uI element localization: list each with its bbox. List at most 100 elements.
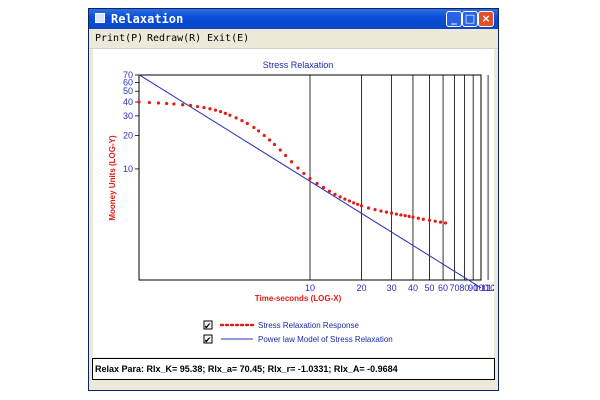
menu-redraw[interactable]: Redraw(R) — [147, 33, 202, 44]
stress-response-point — [181, 103, 185, 107]
x-axis-label: Time-seconds (LOG-X) — [255, 294, 342, 303]
stress-response-point — [321, 185, 326, 190]
legend-checkbox-response[interactable] — [203, 320, 213, 330]
stress-response-point — [245, 121, 249, 126]
stress-response-point — [240, 119, 244, 123]
stress-response-point — [218, 109, 223, 114]
x-tick-label: 70 — [450, 283, 460, 293]
menu-bar: Print(P) Redraw(R) Exit(E) — [89, 30, 498, 49]
series-layer — [137, 74, 482, 289]
x-tick-label: 40 — [408, 283, 418, 293]
x-tick-label: 60 — [438, 283, 448, 293]
stress-response-point — [137, 100, 141, 104]
parameters-status-bar: Relax Para: Rlx_K= 95.38; Rlx_a= 70.45; … — [92, 358, 495, 380]
stress-response-point — [278, 148, 282, 152]
stress-response-point — [338, 195, 342, 199]
stress-response-point — [223, 111, 227, 115]
window-title: Relaxation — [111, 12, 184, 26]
stress-response-point — [333, 192, 337, 196]
y-tick-label: 20 — [123, 130, 133, 140]
x-tick-label: 110 — [481, 283, 494, 293]
stress-response-point — [202, 106, 206, 110]
stress-response-point — [302, 171, 306, 176]
stress-response-point — [356, 202, 360, 206]
chart-panel: 70 60 50 40 30 20 10 10 20 30 40 50 60 70 80 90 100 110 1… — [93, 49, 532, 357]
stress-response-point — [443, 221, 448, 225]
legend-label-model: Power law Model of Stress Relaxation — [258, 335, 393, 344]
stress-response-point — [389, 211, 394, 215]
y-tick-label: 60 — [123, 77, 133, 87]
x-tick-label: 20 — [356, 283, 366, 293]
stress-response-point — [272, 142, 277, 147]
close-button[interactable]: × — [478, 11, 494, 27]
stress-response-point — [347, 199, 352, 203]
stress-response-point — [164, 101, 169, 106]
stress-response-point — [256, 129, 261, 133]
stress-response-point — [366, 206, 371, 210]
relax-parameters-text: Relax Para: Rlx_K= 95.38; Rlx_a= 70.45; … — [95, 364, 398, 374]
stress-response-point — [343, 197, 347, 201]
stress-response-point — [228, 113, 232, 117]
stress-response-point — [188, 103, 193, 108]
y-axis-label: Mooney Units (LOG-Y) — [108, 135, 117, 221]
stress-response-point — [195, 104, 200, 109]
stress-response-point — [352, 201, 356, 205]
stress-response-point — [327, 189, 332, 193]
chart-title: Stress Relaxation — [263, 60, 334, 70]
app-icon — [95, 13, 105, 23]
stress-response-point — [384, 210, 389, 214]
stress-response-point — [403, 213, 407, 218]
menu-print[interactable]: Print(P) — [95, 33, 144, 44]
stress-response-point — [213, 108, 218, 112]
stress-response-point — [373, 208, 377, 212]
stress-response-point — [252, 125, 256, 130]
stress-response-point — [156, 101, 161, 105]
x-tick-label: 100 — [473, 283, 488, 293]
x-tick-label: 30 — [387, 283, 397, 293]
legend-checkbox-model[interactable] — [203, 334, 213, 344]
power-law-model-line — [138, 74, 482, 289]
stress-response-point — [407, 214, 411, 218]
stress-response-point — [267, 138, 272, 142]
legend-check-model: ✔ — [204, 335, 212, 345]
stress-response-point — [147, 100, 151, 105]
stress-response-point — [315, 181, 319, 186]
stress-response-point — [433, 219, 437, 223]
legend-check-response: ✔ — [204, 321, 212, 331]
stress-response-point — [208, 107, 212, 111]
stress-response-point — [427, 218, 432, 222]
y-tick-label: 10 — [123, 164, 133, 174]
x-tick-label: 10 — [305, 283, 315, 293]
maximize-button[interactable]: □ — [462, 11, 478, 27]
legend: ✔ Stress Relaxation Response ✔ Power law… — [203, 320, 393, 345]
x-tick-label: 130 — [493, 283, 494, 293]
y-tick-label: 30 — [123, 111, 133, 121]
x-tick-label: 50 — [425, 283, 435, 293]
stress-response-point — [308, 176, 312, 181]
y-tick-label: 50 — [123, 86, 133, 96]
stress-response-point — [172, 102, 176, 106]
menu-exit[interactable]: Exit(E) — [207, 33, 250, 44]
minimize-button[interactable]: _ — [446, 11, 462, 27]
stress-response-point — [262, 133, 266, 138]
stress-response-point — [421, 217, 425, 221]
stress-response-point — [296, 166, 300, 170]
stress-response-point — [411, 215, 415, 219]
stress-response-point — [438, 220, 443, 224]
legend-label-response: Stress Relaxation Response — [258, 321, 359, 330]
x-tick-label: 80 — [459, 283, 469, 293]
stress-response-point — [399, 213, 403, 217]
x-tick-label: 90 — [468, 283, 478, 293]
y-tick-label: 70 — [123, 70, 133, 80]
stress-response-point — [234, 116, 238, 120]
stress-response-point — [359, 204, 364, 208]
stress-response-point — [379, 209, 383, 213]
stress-response-point — [394, 212, 398, 216]
stress-response-point — [289, 160, 294, 164]
y-tick-label: 40 — [123, 97, 133, 107]
stress-response-point — [416, 216, 420, 220]
stress-response-point — [284, 153, 288, 158]
title-bar: Relaxation _ □ × — [89, 9, 498, 29]
relaxation-window: Relaxation _ □ × Print(P) Redraw(R) Exit… — [88, 8, 532, 391]
